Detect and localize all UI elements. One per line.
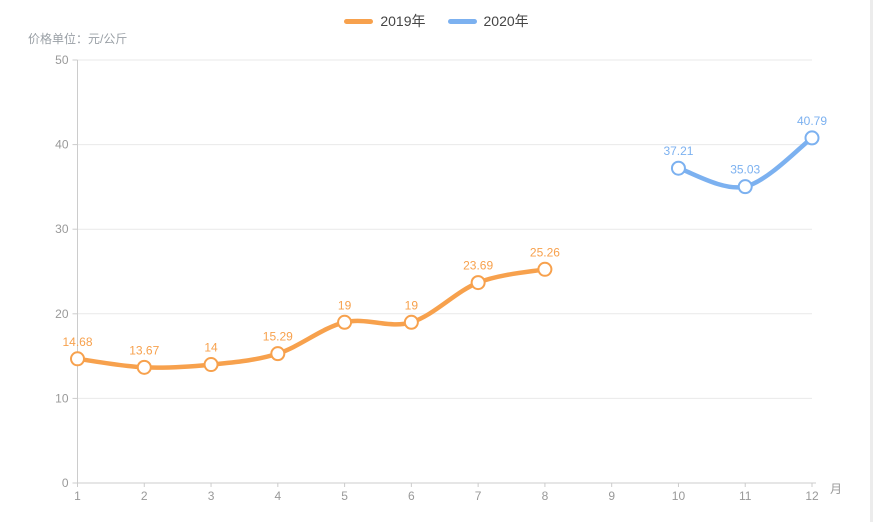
- x-axis-tick-label: 12: [805, 489, 819, 503]
- y-axis-tick-label: 10: [55, 391, 69, 405]
- legend-label-2020: 2020年: [483, 13, 529, 29]
- x-axis-unit-label: 月: [830, 482, 842, 496]
- x-axis-tick-label: 8: [542, 489, 549, 503]
- data-label-2019年-1: 14.68: [62, 335, 92, 349]
- x-axis-tick-label: 7: [475, 489, 482, 503]
- x-axis-tick-label: 2: [141, 489, 148, 503]
- data-point-2019年-7[interactable]: [470, 275, 486, 291]
- data-label-2019年-3: 14: [204, 341, 218, 355]
- data-point-2019年-6[interactable]: [403, 314, 419, 330]
- data-point-2019年-5[interactable]: [337, 314, 353, 330]
- data-point-2019年-2[interactable]: [136, 359, 152, 375]
- data-label-2019年-7: 23.69: [463, 259, 493, 273]
- x-axis-tick-label: 5: [341, 489, 348, 503]
- data-label-2019年-2: 13.67: [129, 343, 159, 357]
- data-point-2020年-10[interactable]: [670, 160, 686, 176]
- y-axis-tick-label: 50: [55, 53, 69, 67]
- y-axis-tick-label: 0: [62, 476, 69, 490]
- y-axis-unit-title: 价格单位：元/公斤: [28, 32, 128, 46]
- x-axis-tick-label: 6: [408, 489, 415, 503]
- x-axis-tick-label: 4: [274, 489, 281, 503]
- y-axis-tick-label: 40: [55, 138, 69, 152]
- scrollbar[interactable]: [870, 0, 873, 522]
- y-axis-tick-label: 20: [55, 307, 69, 321]
- legend-swatch-2019-icon: [344, 18, 374, 24]
- data-point-2020年-12[interactable]: [804, 130, 820, 146]
- x-axis-tick-label: 9: [608, 489, 615, 503]
- legend-item-2020[interactable]: 2020年: [447, 11, 529, 31]
- legend: 2019年 2020年: [0, 11, 873, 31]
- data-point-2019年-1[interactable]: [70, 351, 85, 367]
- x-axis-tick-label: 10: [672, 489, 686, 503]
- legend-swatch-2020-icon: [447, 18, 477, 24]
- data-label-2019年-8: 25.26: [530, 245, 560, 259]
- y-axis-tick-label: 30: [55, 222, 69, 236]
- data-label-2019年-6: 19: [405, 298, 419, 312]
- data-label-2020年-12: 40.79: [797, 114, 827, 128]
- data-point-2019年-8[interactable]: [537, 261, 553, 277]
- data-label-2020年-10: 37.21: [663, 144, 693, 158]
- legend-label-2019: 2019年: [380, 13, 426, 29]
- data-label-2019年-4: 15.29: [263, 330, 293, 344]
- x-axis-tick-label: 1: [74, 489, 81, 503]
- x-axis-tick-label: 11: [739, 489, 752, 503]
- legend-item-2019[interactable]: 2019年: [344, 11, 426, 31]
- data-point-2020年-11[interactable]: [737, 179, 753, 195]
- data-point-2019年-4[interactable]: [270, 346, 286, 362]
- data-point-2019年-3[interactable]: [203, 357, 219, 373]
- data-label-2020年-11: 35.03: [730, 163, 760, 177]
- x-axis-tick-label: 3: [208, 489, 215, 503]
- data-label-2019年-5: 19: [338, 298, 352, 312]
